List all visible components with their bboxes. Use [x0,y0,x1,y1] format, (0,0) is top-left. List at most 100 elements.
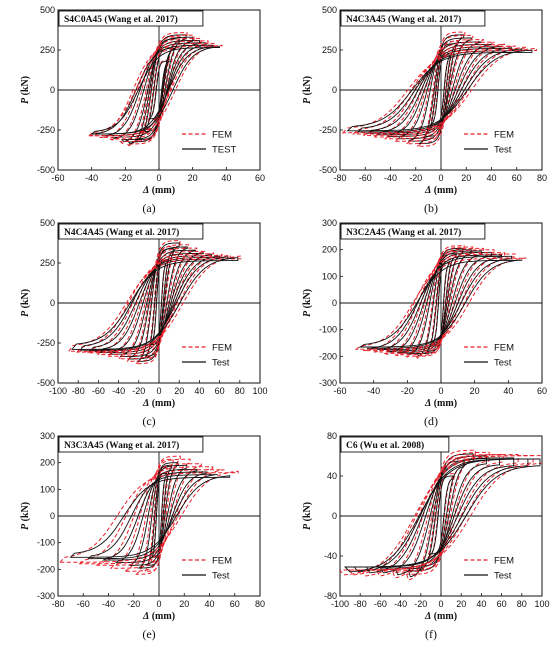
fem-loop-series [149,259,168,347]
x-tick-label: -20 [127,599,140,609]
fem-loop-series [340,455,542,576]
legend-test-label: TEST [212,145,236,156]
y-tick-label: -100 [319,325,337,335]
y-tick-label: -100 [37,538,55,548]
x-tick-label: 0 [156,386,161,396]
fem-loop-series [373,252,506,353]
x-tick-label: -20 [409,173,422,183]
legend-test-label: Test [494,358,512,369]
y-tick-label: 250 [40,45,55,55]
x-tick-label: 100 [252,386,267,396]
fem-loop-series [135,240,181,365]
x-tick-label: -20 [132,386,145,396]
y-tick-label: -300 [319,378,337,388]
curves [87,32,223,147]
y-tick-label: 80 [327,431,337,441]
legend-test-label: Test [494,145,512,156]
x-axis-label: Δ (mm) [142,398,175,409]
fem-loop-series [394,39,484,142]
fem-loop-series [384,41,495,140]
y-tick-label: -500 [37,378,55,388]
legend-fem-label: FEM [212,556,232,567]
y-tick-label: -200 [37,564,55,574]
test-loop-series [344,458,541,573]
x-tick-label: -100 [331,599,349,609]
y-tick-label: -200 [319,351,337,361]
panel-f: -100 -80 -60 -40 -20 0 20 40 60 80 100-80-4004080C… [302,431,550,641]
chart-title-box [58,223,204,240]
x-tick-label: 60 [255,173,265,183]
fem-loop-series [126,244,189,362]
chart-title-box [340,436,450,453]
x-tick-label: -40 [367,386,380,396]
test-loop-series [358,259,523,348]
y-tick-label: 40 [327,471,337,481]
x-tick-label: -80 [354,599,367,609]
x-tick-label: -80 [333,173,346,183]
test-loop-series [69,475,231,558]
fem-loop-series [352,46,527,135]
test-loop-series [71,257,239,350]
y-tick-label: 100 [322,271,337,281]
fem-loop-series [118,247,198,360]
panel-caption: (b) [424,201,438,215]
fem-loop-series [375,454,504,577]
x-tick-label: -60 [374,599,387,609]
x-tick-label: 20 [470,386,480,396]
fem-loop-series [86,253,223,354]
panel-caption: (d) [424,414,438,428]
panel-c: -100 -80 -60 -40 -20 0 20 40 60 80 100 -500 -250 0 250… [20,218,268,428]
fem-loop-series [341,47,537,134]
y-tick-label: -250 [37,338,55,348]
fem-loop-series [384,249,495,355]
y-tick-label: 500 [322,5,337,15]
x-tick-label: -60 [359,173,372,183]
test-loop-series [144,248,174,357]
legend-fem-label: FEM [212,343,232,354]
chart-title: N3C2A45 (Wang et al. 2017) [346,227,461,238]
chart-title-box [340,223,486,240]
x-tick-label: -60 [92,386,105,396]
test-loop-series [120,36,194,143]
legend-fem-label: FEM [494,556,514,567]
x-tick-label: 60 [497,599,507,609]
x-tick-label: 80 [255,599,265,609]
y-axis-label: P (kN) [20,76,31,104]
y-tick-label: 0 [50,298,55,308]
x-tick-label: -60 [333,386,346,396]
chart-title: S4C0A45 (Wang et al. 2017) [64,14,178,25]
fem-loop-series [123,458,191,572]
panel-caption: (a) [142,201,155,215]
curves [67,240,242,365]
test-loop-series [87,473,218,560]
y-tick-label: 0 [50,85,55,95]
y-tick-label: 0 [332,85,337,95]
panel-caption: (e) [142,627,155,641]
y-tick-label: 0 [332,298,337,308]
y-tick-label: -300 [37,591,55,601]
fem-loop-series [134,36,181,143]
fem-loop-series [406,449,476,581]
test-loop-series [119,249,196,358]
x-tick-label: -40 [394,599,407,609]
fem-loop-series [119,34,195,144]
x-tick-label: 60 [215,386,225,396]
x-tick-label: -40 [384,173,397,183]
x-tick-label: 20 [174,386,184,396]
y-tick-label: 200 [322,245,337,255]
panel-caption: (f) [425,627,437,641]
y-tick-label: -500 [319,165,337,175]
panel-caption: (c) [142,414,155,428]
curves [58,455,239,575]
x-tick-label: -20 [414,599,427,609]
fem-loop-series [126,32,188,147]
chart-title: N4C3A45 (Wang et al. 2017) [346,14,461,25]
fem-loop-series [392,451,490,579]
y-tick-label: -500 [37,165,55,175]
y-tick-label: 300 [322,218,337,228]
fem-loop-series [78,469,225,565]
fem-loop-series [404,34,474,145]
test-loop-series [150,260,168,346]
y-tick-label: 250 [40,258,55,268]
